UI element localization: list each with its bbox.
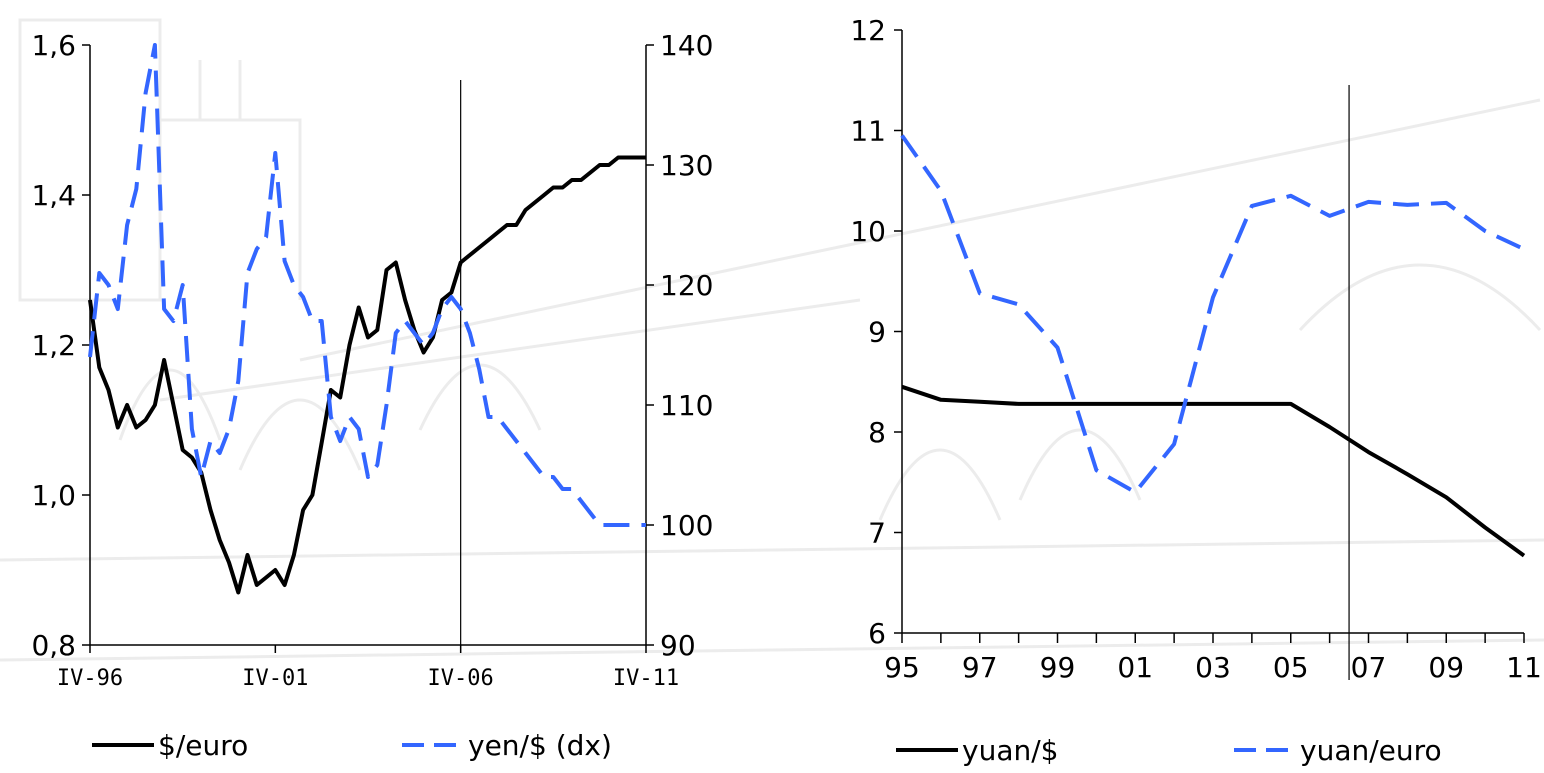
x-tick-label-2: IV-06: [428, 666, 494, 691]
right-chart-y-tick-label-4: 10: [850, 215, 886, 248]
right-chart-x-tick-label-7: 09: [1428, 651, 1464, 684]
right-chart-y-tick-label-0: 6: [868, 617, 886, 650]
left-chart: 0,8 1,0 1,2 1,4 1,6 90 100 110 120 130 140 IV-96 IV-…: [31, 29, 713, 762]
legend-label-0: $/euro: [158, 729, 248, 762]
legend-label-3: yuan/euro: [1300, 734, 1442, 767]
right-chart-y-tick-label-6: 12: [850, 14, 886, 47]
right-chart-x-tick-label-4: 03: [1195, 651, 1231, 684]
right-chart-y-tick-label-5: 11: [850, 115, 886, 148]
x-tick-label-1: IV-01: [242, 666, 308, 691]
legend-label-1: yen/$ (dx): [468, 729, 612, 762]
right-chart: 6 7 8 9 10 11 12 95 97 99 01 03 05 07 09 11 yuan/$ yuan/e…: [850, 14, 1541, 767]
watermark-illustration: [0, 18, 1544, 662]
series-line-0: [88, 155, 646, 595]
left-y-tick-label-4: 1,6: [31, 29, 76, 62]
left-y-tick-label-3: 1,4: [31, 179, 76, 212]
right-chart-y-tick-label-3: 9: [868, 316, 886, 349]
right-chart-x-tick-label-2: 99: [1040, 651, 1076, 684]
right-chart-x-tick-label-1: 97: [962, 651, 998, 684]
right-y-tick-label-5: 140: [660, 29, 713, 62]
series-line-2: [901, 384, 1526, 558]
legend-label-2: yuan/$: [962, 734, 1058, 767]
right-chart-x-tick-label-6: 07: [1351, 651, 1387, 684]
right-y-tick-label-0: 90: [660, 629, 696, 662]
x-tick-label-3: IV-11: [613, 666, 679, 691]
right-chart-y-tick-label-2: 8: [868, 416, 886, 449]
right-chart-x-tick-label-8: 11: [1506, 651, 1542, 684]
series-line-3: [900, 134, 1525, 495]
right-chart-x-tick-label-3: 01: [1117, 651, 1153, 684]
left-y-tick-label-2: 1,2: [31, 329, 76, 362]
series-line-1: [88, 43, 646, 527]
right-chart-y-tick-label-1: 7: [868, 517, 886, 550]
right-chart-x-tick-label-0: 95: [884, 651, 920, 684]
right-y-tick-label-2: 110: [660, 389, 713, 422]
right-chart-x-tick-label-5: 05: [1273, 651, 1309, 684]
x-tick-label-0: IV-96: [57, 666, 123, 691]
right-y-tick-label-4: 130: [660, 149, 713, 182]
left-y-tick-label-0: 0,8: [31, 629, 76, 662]
right-y-tick-label-3: 120: [660, 269, 713, 302]
left-y-tick-label-1: 1,0: [31, 479, 76, 512]
right-y-tick-label-1: 100: [660, 509, 713, 542]
